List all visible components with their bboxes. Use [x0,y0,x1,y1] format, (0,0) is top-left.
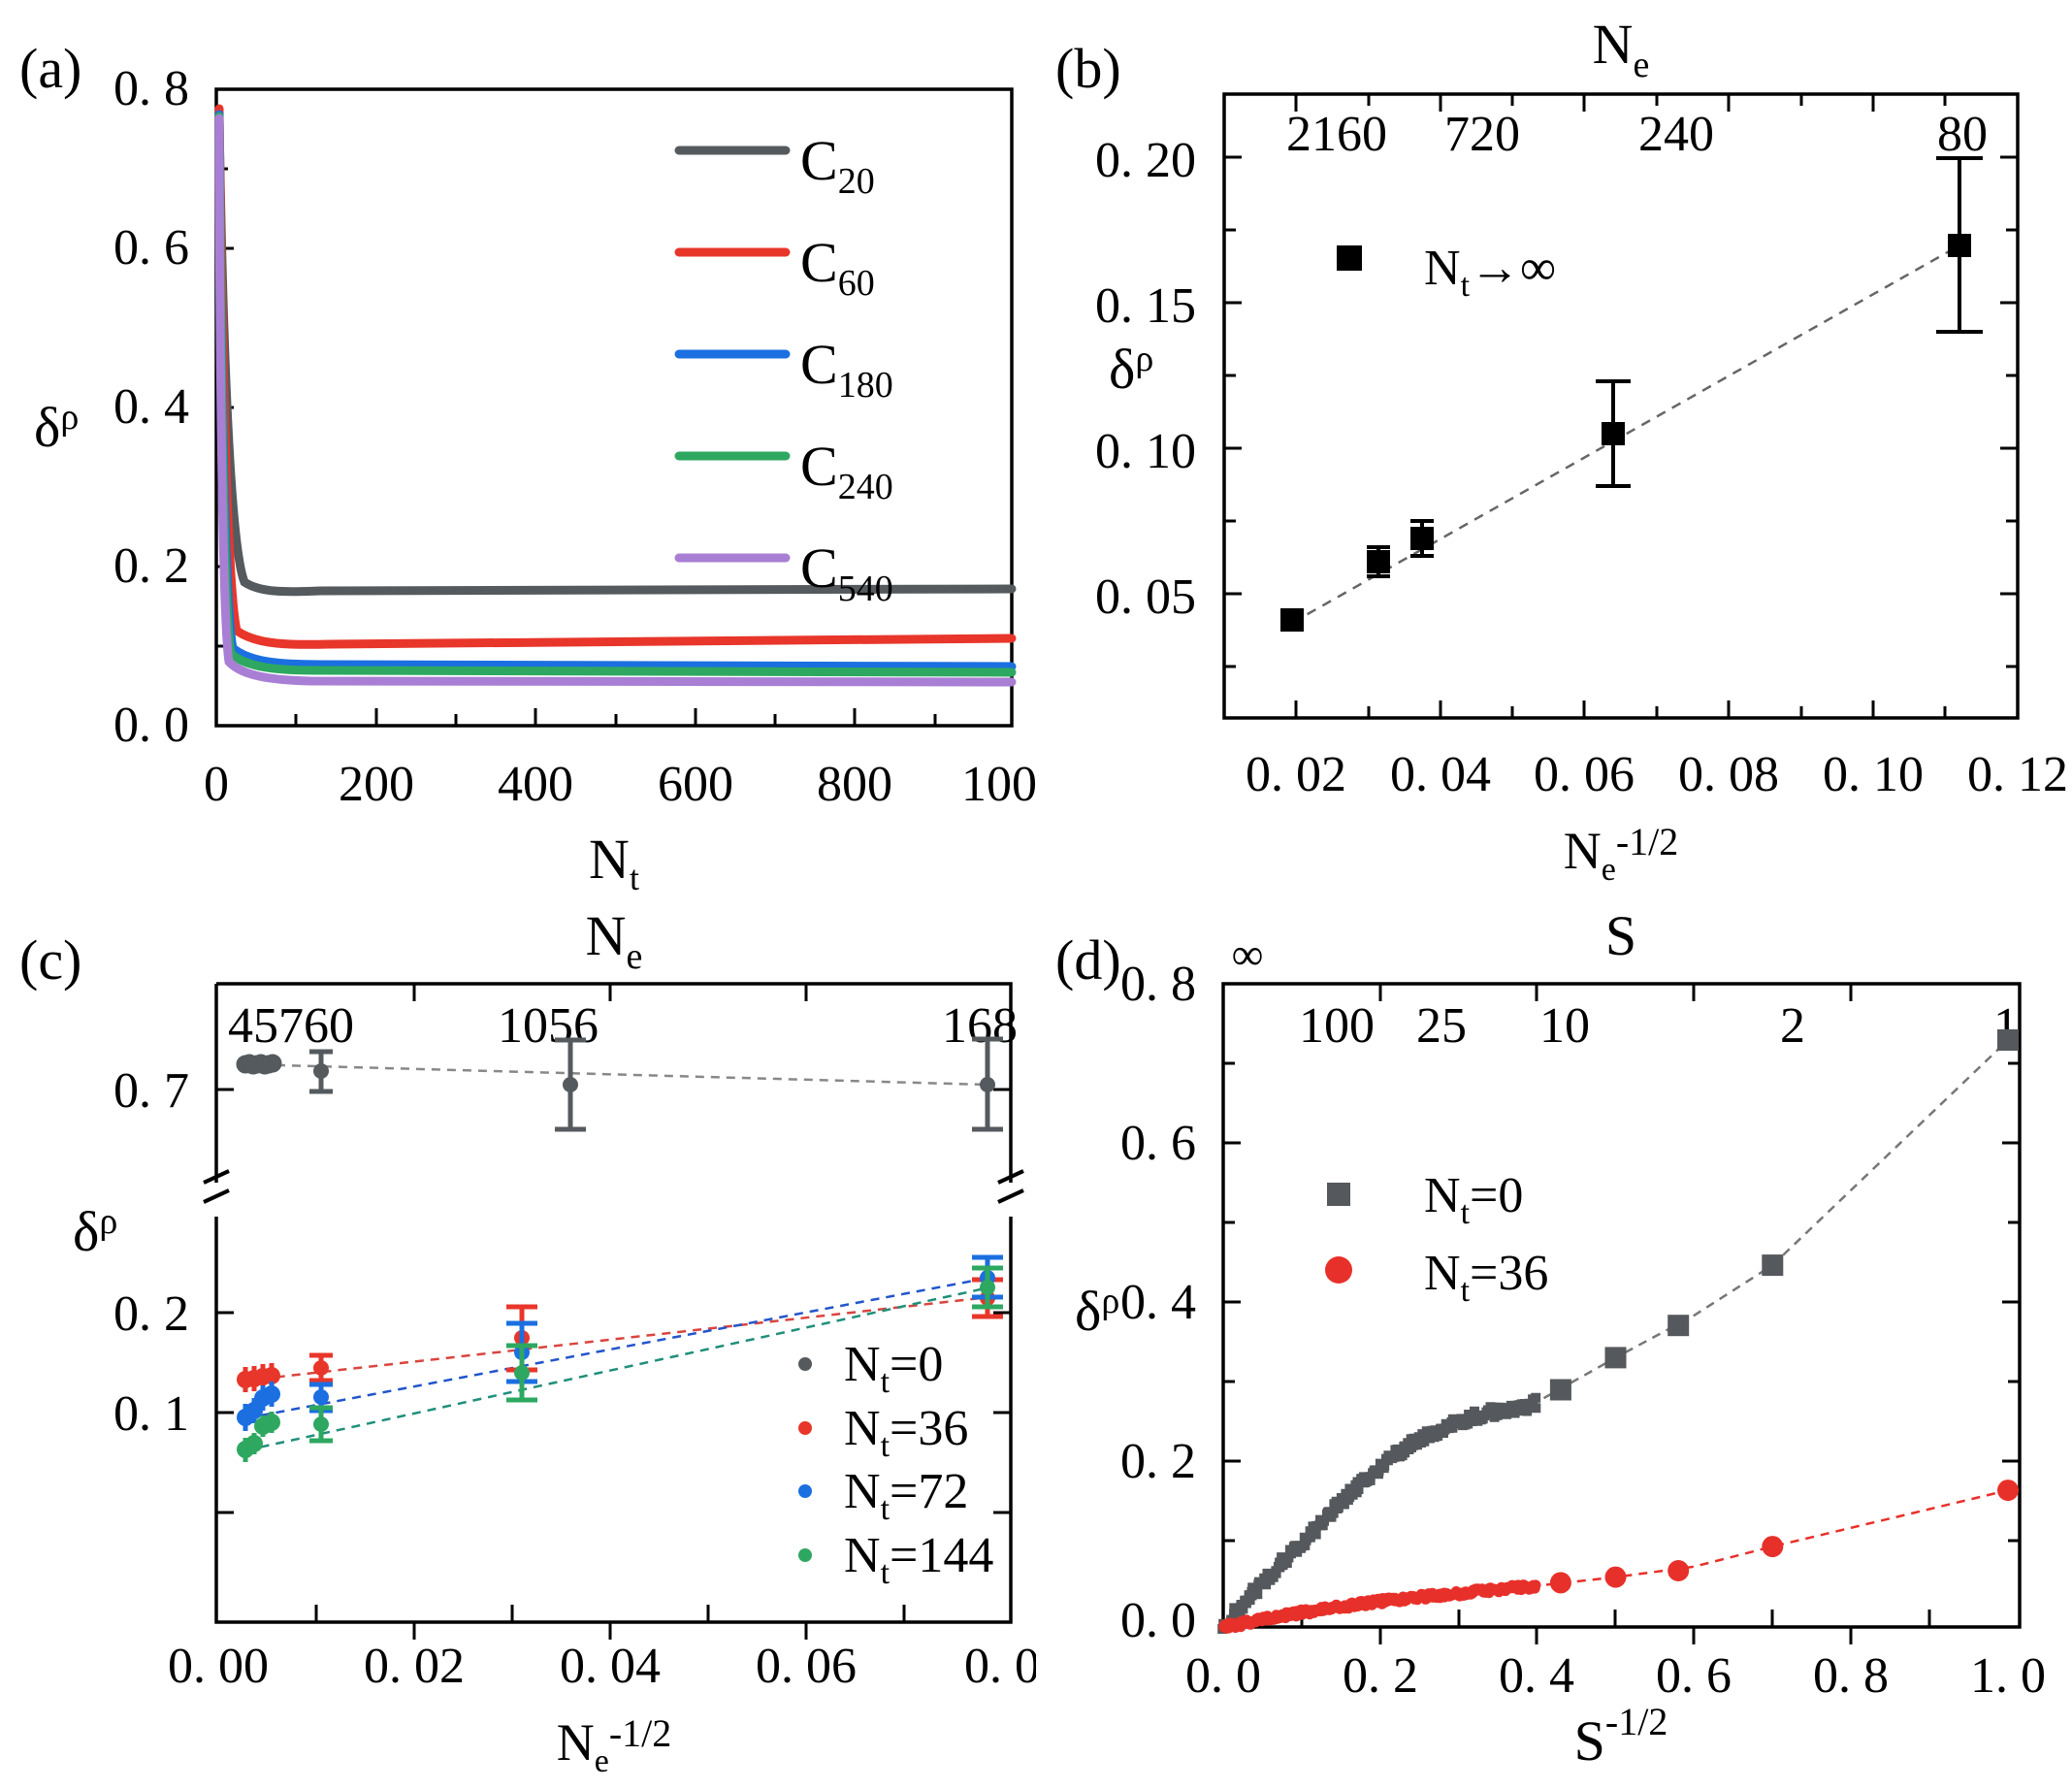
svg-text:168: 168 [942,998,1018,1054]
svg-text:0. 0: 0. 0 [113,698,189,753]
svg-text:0. 10: 0. 10 [1823,747,1924,802]
svg-text:0. 1: 0. 1 [113,1386,189,1442]
svg-text:C180: C180 [800,333,893,406]
svg-text:0. 2: 0. 2 [113,538,189,594]
svg-text:0. 08: 0. 08 [1678,747,1779,802]
svg-text:Nt=36: Nt=36 [1424,1246,1548,1309]
svg-text:δρ: δρ [1109,338,1153,401]
svg-text:2: 2 [1780,998,1805,1054]
svg-text:400: 400 [498,757,573,812]
svg-text:Nt=36: Nt=36 [844,1401,968,1464]
svg-text:0. 02: 0. 02 [364,1639,465,1694]
svg-text:0. 02: 0. 02 [1246,747,1346,802]
svg-text:Nt=0: Nt=0 [1424,1168,1523,1231]
svg-text:200: 200 [339,757,414,812]
svg-text:0. 4: 0. 4 [1120,1275,1196,1330]
svg-text:0. 05: 0. 05 [1095,569,1196,625]
svg-text:Ne: Ne [1593,13,1650,85]
svg-text:0. 0: 0. 0 [1185,1648,1261,1704]
svg-text:0. 6: 0. 6 [1120,1116,1196,1171]
svg-text:C240: C240 [800,435,893,507]
svg-text:S: S [1605,904,1636,967]
svg-text:0. 8: 0. 8 [1813,1648,1889,1704]
svg-text:0. 10: 0. 10 [1095,424,1196,479]
svg-text:1056: 1056 [498,998,599,1054]
svg-text:0: 0 [204,757,229,812]
svg-text:10: 10 [1539,998,1590,1054]
svg-text:Nt=144: Nt=144 [844,1528,993,1591]
svg-text:Nt=0: Nt=0 [844,1337,943,1400]
svg-text:0. 00: 0. 00 [168,1639,269,1694]
svg-text:720: 720 [1444,107,1520,162]
svg-text:1000: 1000 [961,757,1036,812]
svg-text:δρ: δρ [73,1200,117,1263]
svg-text:(d): (d) [1055,928,1121,992]
svg-text:Ne-1/2: Ne-1/2 [557,1711,672,1779]
svg-text:0. 2: 0. 2 [1120,1434,1196,1489]
svg-text:0. 4: 0. 4 [113,379,189,435]
svg-text:δρ: δρ [34,396,79,459]
svg-text:0. 4: 0. 4 [1499,1648,1574,1704]
svg-text:80: 80 [1937,107,1988,162]
svg-text:C60: C60 [800,231,875,304]
svg-text:45760: 45760 [228,998,354,1054]
svg-text:2160: 2160 [1286,107,1387,162]
svg-text:C540: C540 [800,537,893,609]
svg-text:Ne: Ne [586,904,643,977]
svg-text:0. 12: 0. 12 [1967,747,2068,802]
svg-text:0. 8: 0. 8 [1120,957,1196,1012]
svg-text:0. 06: 0. 06 [1534,747,1635,802]
svg-text:0. 2: 0. 2 [1343,1648,1418,1704]
svg-text:δρ: δρ [1075,1280,1119,1343]
svg-text:0. 20: 0. 20 [1095,133,1196,188]
svg-text:0. 04: 0. 04 [1390,747,1491,802]
svg-text:0. 04: 0. 04 [560,1639,661,1694]
svg-text:Nt→∞: Nt→∞ [1424,241,1556,304]
svg-text:0. 6: 0. 6 [113,220,189,276]
svg-text:240: 240 [1638,107,1714,162]
svg-text:0. 0: 0. 0 [1120,1593,1196,1648]
svg-text:600: 600 [658,757,733,812]
svg-text:C20: C20 [800,129,875,202]
svg-text:0. 2: 0. 2 [113,1286,189,1342]
svg-text:0. 15: 0. 15 [1095,278,1196,334]
svg-text:Nt=72: Nt=72 [844,1464,968,1527]
svg-text:(b): (b) [1055,37,1121,100]
svg-text:100: 100 [1299,998,1375,1054]
svg-text:0. 7: 0. 7 [113,1063,189,1119]
svg-text:(a): (a) [19,37,81,100]
svg-text:Ne-1/2: Ne-1/2 [1564,820,1679,888]
svg-text:1. 0: 1. 0 [1970,1648,2046,1704]
svg-text:Nt: Nt [589,828,639,893]
svg-text:0. 6: 0. 6 [1656,1648,1732,1704]
svg-text:0. 06: 0. 06 [756,1639,857,1694]
svg-text:(c): (c) [19,928,81,992]
svg-text:0. 8: 0. 8 [113,61,189,116]
svg-text:S-1/2: S-1/2 [1574,1700,1668,1773]
svg-text:800: 800 [817,757,892,812]
svg-text:∞: ∞ [1232,929,1264,979]
svg-text:0. 0: 0. 0 [964,1639,1036,1694]
svg-text:25: 25 [1416,998,1467,1054]
